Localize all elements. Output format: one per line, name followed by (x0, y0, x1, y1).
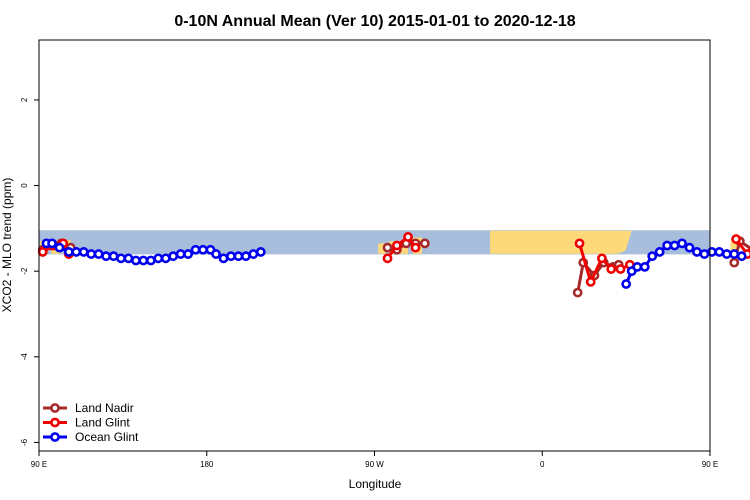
data-point-ocean-glint (86, 249, 97, 259)
data-point-ocean-glint (621, 279, 632, 289)
x-axis-label: Longitude (349, 477, 402, 491)
data-point-ocean-glint (639, 262, 650, 272)
series-line-land-glint (386, 234, 417, 260)
series-ocean-glint (41, 238, 747, 289)
data-point-ocean-glint (138, 255, 149, 266)
data-point-ocean-glint (240, 251, 251, 262)
data-point-land-nadir (382, 242, 393, 253)
data-point-land-glint (391, 240, 402, 251)
legend-marker-land-nadir (50, 403, 60, 413)
data-point-land-nadir (572, 287, 583, 298)
data-point-land-glint (606, 264, 617, 274)
data-point-ocean-glint (198, 244, 208, 255)
data-point-ocean-glint (218, 253, 229, 264)
data-point-ocean-glint (699, 249, 710, 259)
y-tick-label: -2 (20, 267, 29, 275)
data-point-ocean-glint (669, 240, 680, 251)
data-point-ocean-glint (706, 247, 717, 257)
legend-marker-ocean-glint (50, 432, 60, 442)
data-point-land-glint (615, 264, 626, 274)
data-point-land-glint (596, 253, 607, 264)
y-tick-label: -4 (20, 353, 29, 361)
data-point-land-glint (382, 253, 393, 264)
x-tick-label: 90 E (31, 460, 47, 469)
series-land-glint (37, 232, 750, 287)
x-tick-label: 90 E (702, 460, 718, 469)
y-axis: 2 0 -2 -4 -6 (20, 97, 39, 446)
data-point-ocean-glint (131, 255, 141, 266)
data-point-ocean-glint (226, 251, 236, 262)
legend-label-land-nadir: Land Nadir (75, 401, 134, 415)
x-tick-label: 180 (200, 460, 214, 469)
land-patch (730, 241, 738, 255)
legend-label-land-glint: Land Glint (75, 416, 130, 430)
y-axis-label: XCO2 - MLO trend (ppm) (0, 178, 14, 313)
data-point-ocean-glint (233, 251, 244, 262)
data-point-ocean-glint (736, 251, 747, 262)
data-point-ocean-glint (93, 249, 104, 259)
data-point-ocean-glint (123, 253, 134, 264)
data-point-ocean-glint (116, 253, 126, 264)
series-layer (37, 232, 750, 298)
data-point-ocean-glint (647, 251, 658, 262)
data-point-land-nadir (419, 238, 430, 249)
data-point-ocean-glint (248, 249, 259, 259)
data-point-land-glint (731, 234, 741, 244)
data-point-ocean-glint (160, 253, 171, 264)
data-point-ocean-glint (101, 251, 111, 262)
data-point-ocean-glint (183, 249, 194, 259)
data-point-land-glint (585, 276, 596, 287)
legend-label-ocean-glint: Ocean Glint (75, 430, 139, 444)
data-point-ocean-glint (108, 251, 119, 262)
data-point-ocean-glint (211, 249, 221, 259)
data-point-ocean-glint (190, 244, 201, 255)
data-point-ocean-glint (632, 262, 643, 272)
data-point-ocean-glint (662, 240, 673, 251)
data-point-ocean-glint (721, 249, 732, 259)
land-patch (378, 243, 386, 255)
y-tick-label: 0 (20, 183, 29, 188)
data-point-ocean-glint (47, 238, 57, 249)
data-point-land-glint (403, 232, 413, 242)
data-point-ocean-glint (78, 247, 89, 257)
x-tick-label: 0 (540, 460, 545, 469)
data-point-land-nadir (729, 257, 740, 268)
data-point-ocean-glint (153, 253, 164, 264)
data-point-land-glint (37, 247, 48, 257)
data-point-ocean-glint (677, 238, 687, 249)
legend-marker-land-glint (50, 417, 60, 428)
data-point-ocean-glint (63, 247, 74, 257)
data-point-ocean-glint (654, 247, 665, 257)
x-tick-label: 90 W (365, 460, 384, 469)
data-point-ocean-glint (168, 251, 179, 262)
data-point-land-glint (410, 242, 421, 253)
data-point-ocean-glint (684, 242, 695, 253)
y-tick-label: -6 (20, 438, 29, 446)
data-point-ocean-glint (145, 255, 156, 266)
data-point-ocean-glint (54, 242, 65, 253)
data-point-ocean-glint (729, 249, 740, 259)
x-axis: 90 E 180 90 W 0 90 E (31, 451, 718, 469)
data-point-ocean-glint (692, 247, 702, 257)
data-point-ocean-glint (255, 247, 266, 257)
y-tick-label: 2 (20, 97, 29, 102)
data-point-land-glint (574, 238, 585, 249)
data-point-ocean-glint (714, 247, 725, 257)
data-point-ocean-glint (71, 247, 82, 257)
chart-title: 0-10N Annual Mean (Ver 10) 2015-01-01 to… (174, 13, 575, 30)
data-point-ocean-glint (175, 249, 186, 259)
